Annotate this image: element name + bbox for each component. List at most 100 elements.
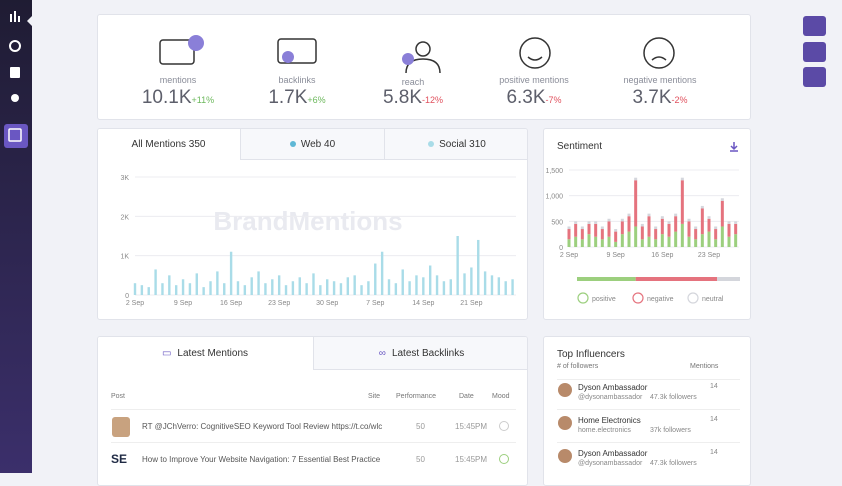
bar (326, 279, 329, 295)
bar (511, 279, 514, 295)
x-tick-label: 9 Sep (174, 300, 192, 307)
bar (236, 281, 240, 295)
crown-button[interactable] (803, 16, 826, 36)
influencer-followers: 47.3k followers (650, 394, 697, 401)
bar-segment (574, 221, 578, 224)
x-tick-label: 21 Sep (460, 300, 482, 307)
bar (394, 283, 398, 295)
bar (264, 283, 267, 295)
y-tick-label: 2K (120, 214, 129, 221)
mentions-header[interactable]: Mentions (690, 363, 719, 370)
tab[interactable]: Web 40 (240, 129, 384, 160)
tab[interactable]: Social 310 (384, 129, 527, 160)
date: 15:45PM (455, 455, 488, 464)
bar (339, 283, 343, 295)
bar-segment (700, 208, 704, 235)
bar-segment (687, 236, 691, 247)
kpi-value: 6.3K-7% (474, 87, 594, 109)
bar-segment (714, 239, 718, 247)
bar (140, 285, 144, 295)
bar-segment (654, 226, 658, 230)
bar-segment (700, 234, 704, 247)
download-button[interactable] (803, 42, 826, 62)
influencer-name: Home Electronics (578, 416, 641, 425)
influencer-name: Dyson Ambassador (578, 383, 648, 392)
divider (111, 442, 516, 443)
tab[interactable]: ∞ Latest Backlinks (313, 337, 527, 370)
bar (291, 281, 295, 295)
tab-label: Latest Backlinks (391, 347, 465, 359)
legend-icon (577, 292, 589, 304)
bar (257, 271, 260, 295)
column-header: Site (368, 393, 381, 400)
bar-segment (660, 218, 664, 235)
bar (250, 277, 253, 295)
bar-segment (694, 229, 698, 240)
x-tick-label: 16 Sep (220, 300, 242, 307)
bar-segment (574, 223, 578, 237)
kpi-card: mentions 10.1K+11% backlinks 1.7K+6% reach… (97, 14, 751, 120)
bar (422, 277, 425, 295)
bar-segment (634, 177, 638, 181)
site-logo: SE (111, 452, 128, 466)
bar (477, 239, 480, 295)
bar-segment (627, 216, 631, 232)
y-tick-label: 0 (125, 293, 129, 300)
x-tick-label: 2 Sep (560, 252, 578, 259)
bar (490, 275, 494, 295)
sidebar (0, 0, 32, 473)
bar-segment (727, 236, 731, 247)
bar-segment (734, 223, 738, 235)
bar (415, 275, 418, 295)
bar (188, 283, 192, 295)
bar-segment (647, 216, 651, 237)
post-text[interactable]: How to Improve Your Website Navigation: … (142, 455, 381, 464)
dot (428, 141, 435, 147)
bar-segment (594, 221, 598, 224)
bar (209, 281, 212, 295)
bar (435, 275, 439, 295)
influencer-handle: @dysonambassador (578, 394, 643, 401)
tab-icon: ∞ (378, 347, 386, 359)
column-header[interactable]: Date (459, 393, 474, 400)
legend-label: negative (647, 296, 674, 303)
influencer-handle: home.electronics (578, 427, 631, 434)
bar-segment (700, 205, 704, 209)
bar (353, 275, 356, 295)
influencer-handle: @dysonambassador (578, 460, 643, 467)
column-header: Post (111, 393, 126, 400)
mood-icon (499, 454, 509, 464)
post-text[interactable]: RT @JChVerro: CognitiveSEO Keyword Tool … (142, 422, 383, 431)
bar-segment (720, 198, 724, 201)
bar-segment (627, 231, 631, 247)
kpi-number: 6.3K (506, 87, 546, 108)
bar (243, 285, 247, 295)
bar-segment (667, 221, 671, 224)
bar-segment (607, 221, 611, 237)
bar (271, 279, 274, 295)
bar-segment (707, 218, 711, 232)
kpi-label: positive mentions (499, 75, 569, 85)
x-tick-label: 14 Sep (412, 300, 434, 307)
bar-segment (640, 239, 644, 247)
kpi-icons (159, 35, 675, 74)
kpi-label: mentions (159, 75, 197, 85)
x-tick-label: 23 Sep (698, 252, 720, 259)
bar-segment (680, 180, 684, 224)
influencer-mentions: 14 (710, 416, 718, 423)
bar-segment (667, 223, 671, 237)
y-tick-label: 500 (551, 219, 563, 226)
tab[interactable]: ▭ Latest Mentions (98, 337, 313, 370)
influencer-mentions: 14 (710, 449, 718, 456)
tab[interactable]: All Mentions 350 (98, 129, 240, 160)
bar (195, 273, 198, 295)
bar-segment (680, 223, 684, 247)
active-nav[interactable] (4, 124, 28, 148)
column-header: Performance (396, 393, 437, 400)
bar-segment (567, 226, 571, 230)
sort-select[interactable]: # of followers (557, 363, 599, 370)
bar-segment (734, 221, 738, 224)
card-title: Sentiment (557, 141, 603, 152)
share-button[interactable] (803, 67, 826, 87)
download-icon[interactable] (729, 141, 739, 153)
